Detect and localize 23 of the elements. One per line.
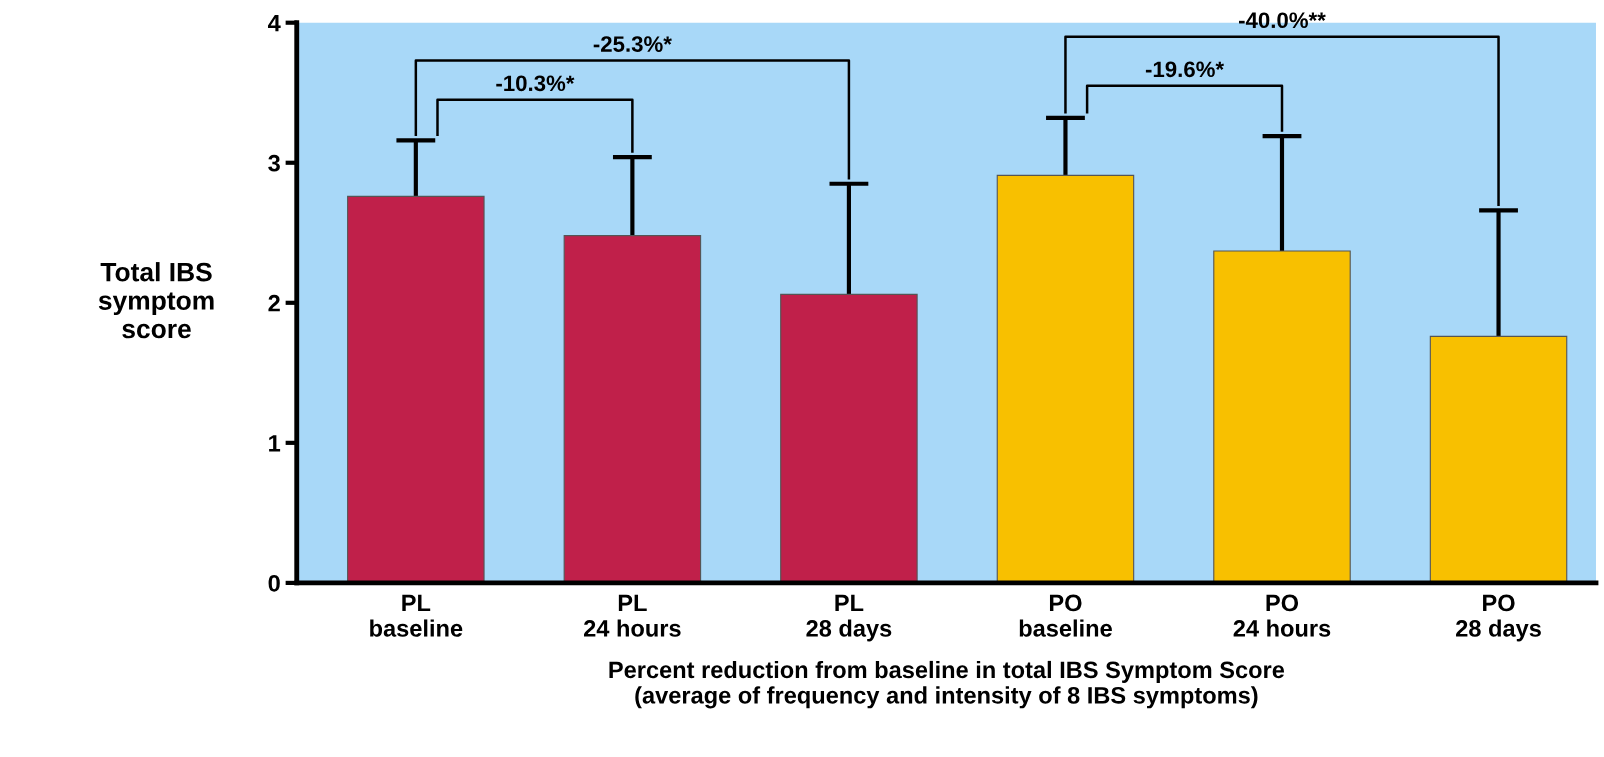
bar [347,195,485,583]
x-tick-label: PO 28 days [1456,594,1541,642]
x-tick-label: PL 28 days [806,594,892,642]
bar [1429,335,1568,583]
bar [780,293,918,583]
x-axis-title: Percent reduction from baseline in total IBS Symptom Score (average of frequency and intensity of 8 IBS symptoms) [609,660,1285,709]
x-tick-label: PL 24 hours [583,594,681,637]
y-tick-label: 0 [268,574,280,592]
annotation: -19.6%* [1145,61,1225,78]
y-tick-label: 4 [268,15,281,32]
x-tick-label: PL baseline [370,594,463,637]
bar [563,235,702,583]
x-tick-label: PO 24 hours [1233,594,1331,637]
y-tick-label: 1 [269,435,281,452]
y-tick-label: 2 [268,294,280,312]
x-tick-label: PO baseline [1019,594,1112,637]
bar [1213,250,1351,583]
annotation: -40.0%** [1239,12,1326,29]
bar [996,174,1135,583]
annotation: -25.3%* [593,36,672,52]
y-axis-title: Total IBS symptom score [98,262,214,339]
annotation: -10.3%* [496,75,575,92]
y-tick-label: 3 [268,154,280,172]
